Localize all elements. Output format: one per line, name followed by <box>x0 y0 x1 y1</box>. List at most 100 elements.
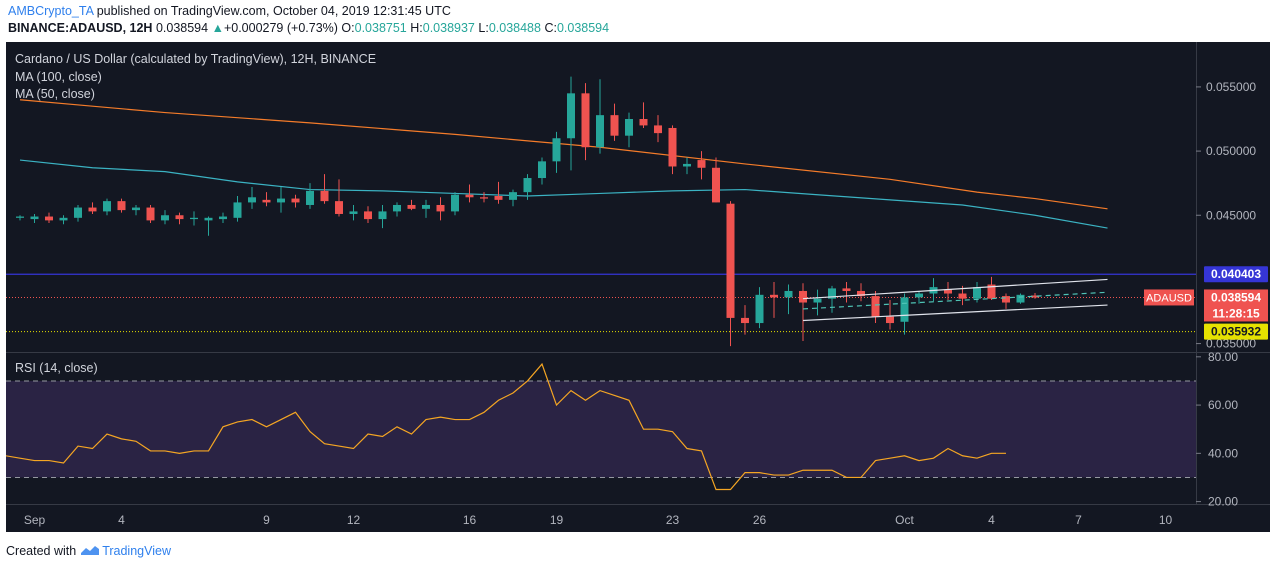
price-tick-label: 0.055000 <box>1206 80 1256 94</box>
candle-up <box>552 138 561 162</box>
rsi-tick-label: 60.00 <box>1208 398 1238 412</box>
candle-up <box>683 163 691 167</box>
candle-up <box>451 194 459 212</box>
candle-up <box>219 216 227 220</box>
rsi-tick-label: 20.00 <box>1208 495 1238 509</box>
candle-down <box>436 204 445 212</box>
candle-up <box>784 290 793 298</box>
time-tick-label: 9 <box>263 513 270 527</box>
rsi-tick-label: 80.00 <box>1208 350 1238 364</box>
price-tag-bg <box>1204 289 1268 322</box>
ma100-line <box>19 99 1108 210</box>
candle-down <box>668 127 677 167</box>
resistance-label: 0.040403 <box>1211 267 1261 281</box>
candle-down <box>480 197 488 199</box>
candle-down <box>146 207 155 221</box>
candle-up <box>59 217 68 221</box>
time-tick-label: 23 <box>666 513 680 527</box>
candle-down <box>117 201 126 211</box>
candle-up <box>30 216 39 220</box>
candle-down <box>871 296 880 317</box>
candle-up <box>625 119 633 136</box>
support-label-bg <box>1204 323 1268 340</box>
open-label: O: <box>341 21 355 35</box>
rsi-tick-label: 40.00 <box>1208 446 1238 460</box>
candle-up <box>538 161 546 179</box>
last-price: 0.038594 <box>155 21 209 35</box>
candle-up <box>567 93 575 139</box>
tradingview-brand[interactable]: TradingView <box>102 544 171 558</box>
time-tick-label: 7 <box>1075 513 1082 527</box>
candle-down <box>770 294 778 298</box>
time-tick-label: 26 <box>753 513 767 527</box>
rsi-band-fill <box>6 380 1196 478</box>
candle-up <box>161 215 169 221</box>
close-value: 0.038594 <box>556 21 610 35</box>
candle-down <box>857 290 865 297</box>
candle-down <box>262 199 271 203</box>
candle-down <box>407 204 416 209</box>
candle-up <box>233 202 242 218</box>
countdown-tag: 11:28:15 <box>1212 306 1260 320</box>
candle-up <box>915 293 923 298</box>
support-label: 0.035932 <box>1211 325 1261 339</box>
candle-down <box>987 284 996 299</box>
candle-down <box>175 215 184 220</box>
candle-down <box>697 160 706 168</box>
candle-up <box>306 190 314 205</box>
candle-up <box>277 198 285 203</box>
time-axis-border <box>6 504 1270 505</box>
candle-down <box>726 203 735 318</box>
time-tick-label: 10 <box>1159 513 1173 527</box>
candle-up <box>248 197 256 203</box>
candle-up <box>973 287 981 299</box>
candle-up <box>755 294 764 324</box>
candle-down <box>639 119 648 126</box>
candle-up <box>596 115 604 148</box>
author-link[interactable]: AMBCrypto_TA <box>8 4 94 18</box>
candle-down <box>610 115 619 136</box>
publish-line: AMBCrypto_TA published on TradingView.co… <box>8 4 451 18</box>
candle-up <box>16 216 24 218</box>
candle-down <box>712 167 720 203</box>
open-value: 0.038751 <box>354 21 407 35</box>
candle-up <box>422 204 430 209</box>
time-tick-label: 4 <box>988 513 995 527</box>
candle-up <box>813 298 822 303</box>
candle-up <box>1016 294 1025 303</box>
tradingview-logo-icon <box>81 546 100 555</box>
high-label: H: <box>410 21 423 35</box>
high-value: 0.038937 <box>422 21 475 35</box>
candle-down <box>465 194 474 198</box>
price-change: +0.000279 (+0.73%) <box>223 21 338 35</box>
candle-down <box>88 207 97 212</box>
price-tick-label: 0.050000 <box>1206 144 1256 158</box>
pane-divider <box>6 352 1270 353</box>
published-text: published on TradingView.com, October 04… <box>96 4 451 18</box>
ma50-legend: MA (50, close) <box>15 87 95 101</box>
candle-down <box>494 196 503 200</box>
candle-up <box>132 207 140 211</box>
footer: Created with TradingView <box>6 544 171 558</box>
candle-down <box>1031 295 1039 298</box>
channel-upper-line <box>802 278 1108 300</box>
candle-down <box>886 316 894 324</box>
candle-up <box>74 207 82 218</box>
candle-up <box>900 297 909 322</box>
rsi-line <box>5 362 1006 491</box>
candle-down <box>364 211 372 220</box>
ohlc-line: BINANCE:ADAUSD, 12H 0.038594 ▲+0.000279 … <box>8 21 609 35</box>
candle-down <box>291 198 300 203</box>
chart-area[interactable]: 0.055000 0.050000 0.045000 0.035000 80.00 60.… <box>5 42 1270 532</box>
rsi-legend: RSI (14, close) <box>15 361 98 375</box>
price-axis-border <box>1196 42 1197 504</box>
candle-up <box>190 217 198 220</box>
candle-down <box>45 216 53 221</box>
resistance-label-bg <box>1204 266 1268 283</box>
candle-down <box>944 289 952 294</box>
candle-down <box>581 93 590 148</box>
price-chart-title: Cardano / US Dollar (calculated by Tradi… <box>15 52 376 66</box>
candle-down <box>842 288 851 291</box>
channel-mid-line <box>802 291 1108 310</box>
